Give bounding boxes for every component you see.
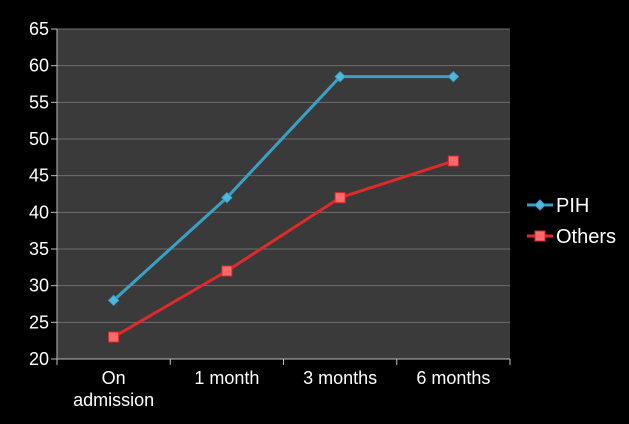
legend-label-others: Others bbox=[556, 226, 616, 248]
x-tick-label-3: 6 months bbox=[416, 368, 490, 388]
y-tick-label-25: 25 bbox=[29, 312, 49, 332]
legend-item-others: Others bbox=[527, 226, 616, 248]
point-pih-2 bbox=[334, 70, 346, 83]
point-pih-0 bbox=[107, 294, 120, 307]
point-pih-3 bbox=[447, 70, 460, 83]
series-pih bbox=[107, 70, 460, 307]
x-tick-label-1: 1 month bbox=[194, 368, 259, 388]
legend-label-pih: PIH bbox=[556, 195, 589, 217]
y-tick-label-30: 30 bbox=[29, 276, 49, 296]
point-others-0 bbox=[108, 331, 120, 343]
y-tick-label-50: 50 bbox=[29, 129, 49, 149]
plot-area bbox=[57, 29, 510, 359]
y-tick-labels: 20 25 30 35 40 45 50 55 60 65 bbox=[29, 19, 57, 369]
x-tick-label-0: On admission bbox=[73, 368, 154, 410]
legend: PIH Others bbox=[527, 195, 616, 248]
legend-item-pih: PIH bbox=[527, 195, 589, 217]
point-others-1 bbox=[221, 265, 233, 277]
point-others-2 bbox=[334, 192, 346, 204]
legend-marker-pih bbox=[534, 199, 546, 211]
series-line-others bbox=[112, 159, 454, 339]
x-tick-labels: On admission 1 month 3 months 6 months bbox=[56, 359, 511, 410]
point-others-3 bbox=[447, 155, 459, 167]
x-tick-label-2: 3 months bbox=[303, 368, 377, 388]
y-tick-label-20: 20 bbox=[29, 349, 49, 369]
y-tick-label-60: 60 bbox=[29, 56, 49, 76]
y-tick-label-35: 35 bbox=[29, 239, 49, 259]
series-others bbox=[108, 155, 459, 343]
y-tick-label-55: 55 bbox=[29, 92, 49, 112]
legend-marker-others bbox=[534, 230, 546, 242]
y-tick-label-65: 65 bbox=[29, 19, 49, 39]
y-tick-label-45: 45 bbox=[29, 166, 49, 186]
series-line-pih bbox=[112, 75, 454, 302]
series-lines bbox=[107, 70, 460, 343]
y-tick-label-40: 40 bbox=[29, 202, 49, 222]
point-pih-1 bbox=[221, 191, 233, 204]
